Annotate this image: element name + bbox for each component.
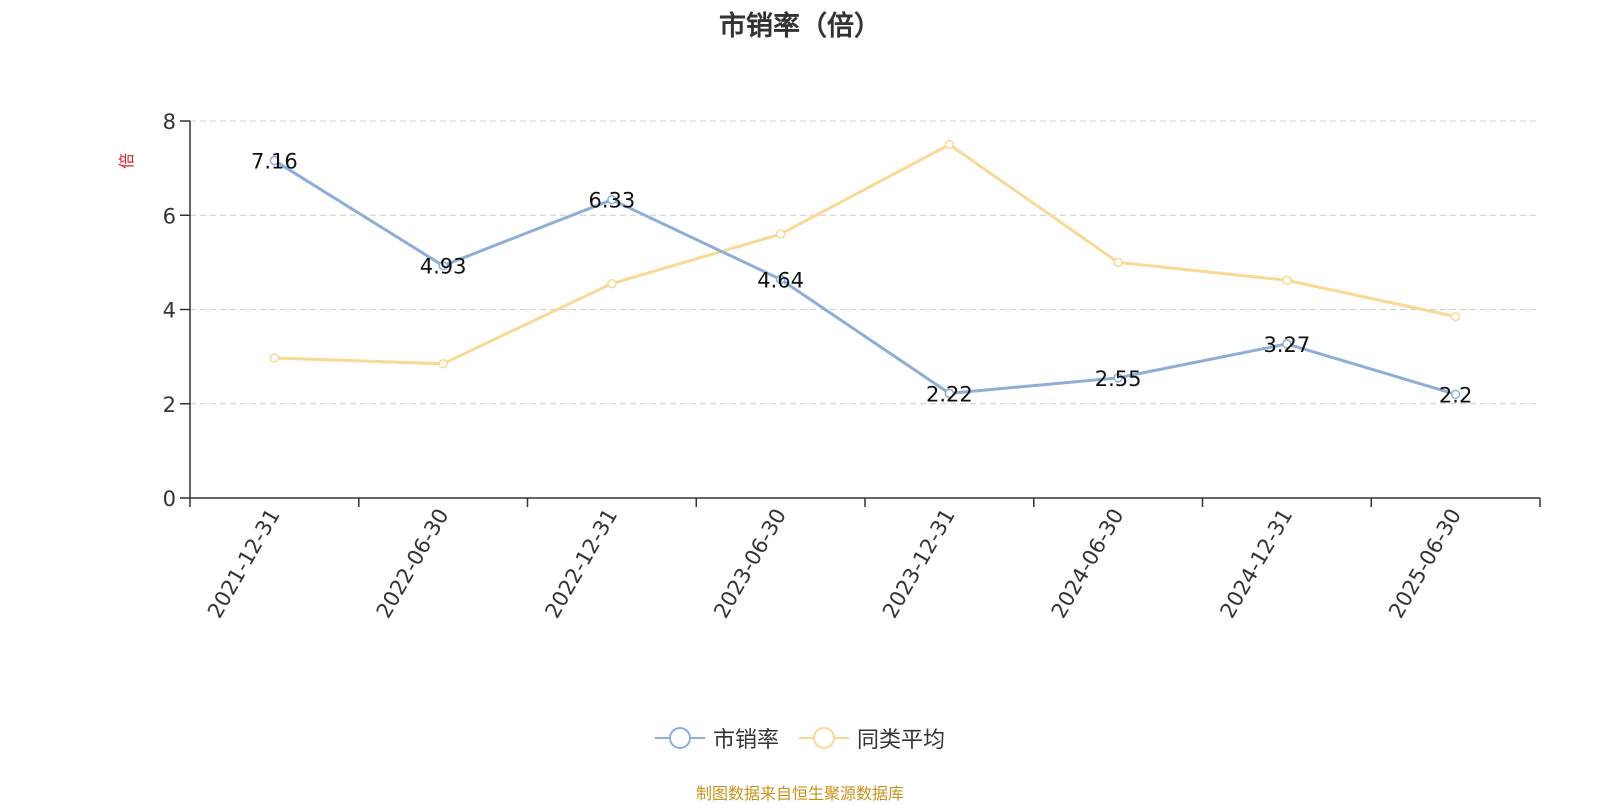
series-1-point-0	[269, 353, 280, 363]
source-note: 制图数据来自恒生聚源数据库	[695, 784, 904, 803]
x-tick-label-3: 2023-06-30	[709, 505, 791, 623]
series-0-point-1	[438, 260, 448, 271]
axes: 0 2 4 6 8 倍 2021-12-31 2022-06-30 2022-12-31 2023…	[117, 110, 1541, 623]
data-label-6: 3.27	[1263, 333, 1310, 357]
x-tick-label-4: 2023-12-31	[878, 505, 960, 623]
data-label-7: 2.2	[1439, 383, 1472, 407]
series-line-1	[274, 143, 1456, 366]
legend-label-series-1: 同类平均	[857, 728, 946, 753]
data-label-4: 2.22	[926, 382, 973, 406]
data-labels: 7.16 4.93 6.33 4.64 2.22 2.55 3.27 2.2	[251, 150, 1472, 408]
x-tick-label-6: 2024-12-31	[1215, 505, 1297, 623]
series-0-point-2	[607, 194, 617, 205]
grid-lines	[190, 120, 1540, 405]
series-1-point-6	[1282, 275, 1292, 286]
x-tick-label-5: 2024-06-30	[1047, 505, 1129, 623]
y-tick-label-0: 0	[163, 487, 176, 511]
x-tick-label-2: 2022-12-31	[540, 505, 622, 623]
data-label-3: 4.64	[757, 268, 804, 292]
legend-item-series-0[interactable]: 市销率	[654, 722, 779, 754]
series-0-point-6	[1282, 339, 1292, 349]
series-1-point-2	[607, 278, 617, 289]
y-tick-label-2: 4	[163, 299, 176, 323]
series-lines	[269, 139, 1461, 400]
series-0-point-0	[269, 155, 280, 166]
series-1-point-3	[775, 229, 786, 239]
x-tick-label-1: 2022-06-30	[372, 505, 454, 623]
chart-title: 市销率（倍）	[719, 11, 881, 42]
series-0-point-7	[1450, 389, 1461, 400]
data-label-1: 4.93	[420, 255, 467, 279]
data-label-5: 2.55	[1095, 367, 1142, 391]
data-label-0: 7.16	[251, 150, 298, 174]
legend-marker-series-0	[654, 727, 705, 749]
series-1-point-7	[1450, 311, 1461, 322]
x-tick-label-0: 2021-12-31	[203, 505, 285, 623]
series-0-point-3	[775, 274, 786, 285]
data-label-2: 6.33	[588, 189, 635, 213]
x-tick-label-7: 2025-06-30	[1384, 505, 1466, 623]
series-0-point-5	[1113, 373, 1123, 383]
series-0-point-4	[944, 388, 955, 399]
y-axis-label: 倍	[117, 153, 136, 169]
series-line-0	[273, 159, 1457, 396]
series-1-point-5	[1113, 257, 1123, 268]
series-1-point-1	[438, 358, 448, 369]
y-tick-label-4: 8	[163, 110, 176, 134]
legend-label-series-0: 市销率	[712, 728, 779, 753]
y-tick-label-1: 2	[163, 393, 176, 417]
legend-marker-series-1	[799, 727, 849, 749]
series-1-point-4	[944, 139, 955, 150]
y-tick-label-3: 6	[163, 204, 176, 228]
legend-item-series-1[interactable]: 同类平均	[799, 722, 945, 754]
legend: 市销率 同类平均	[0, 722, 1600, 754]
